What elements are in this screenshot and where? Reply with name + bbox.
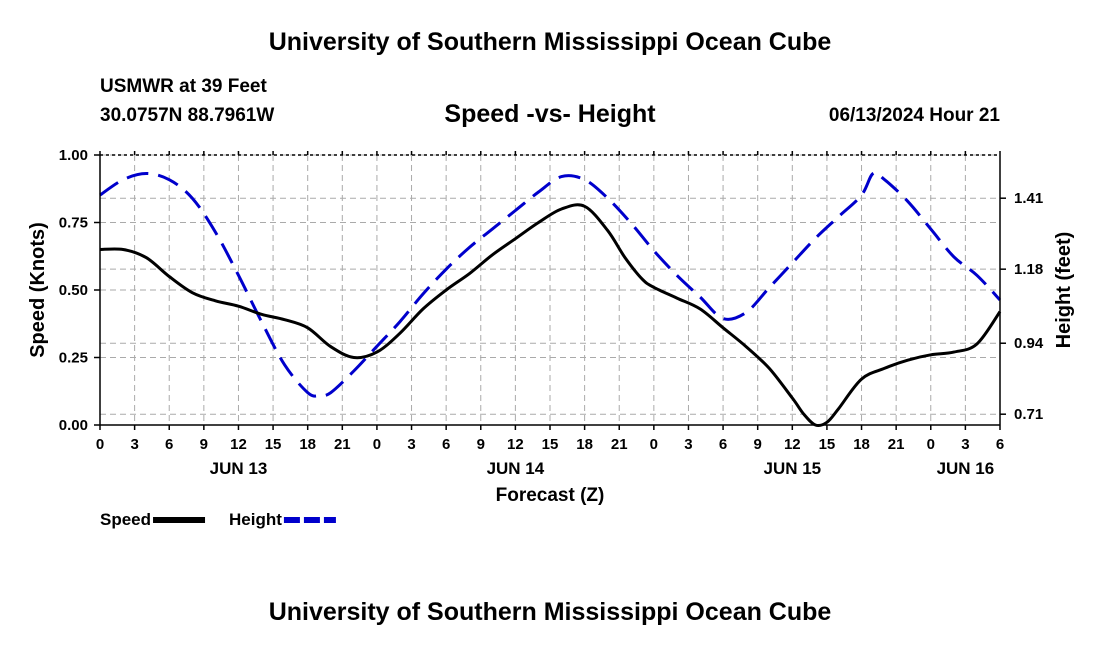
y-right-tick-label: 1.41 — [1014, 190, 1043, 207]
grid-lines — [99, 154, 1001, 426]
y-left-tick-label: 1.00 — [59, 147, 88, 164]
coordinates-label: 30.0757N 88.7961W — [100, 105, 275, 126]
x-tick-label: 6 — [442, 436, 450, 453]
x-tick-label: 3 — [130, 436, 138, 453]
x-tick-label: 9 — [754, 436, 762, 453]
y-left-tick-label: 0.75 — [59, 215, 88, 232]
x-tick-label: 6 — [996, 436, 1004, 453]
x-tick-label: 0 — [373, 436, 381, 453]
legend: Speed Height — [100, 510, 336, 529]
height-series-line — [99, 171, 1002, 398]
x-date-label: JUN 13 — [210, 459, 268, 478]
x-tick-label: 21 — [334, 436, 351, 453]
chart-title: Speed -vs- Height — [444, 100, 656, 128]
y-left-tick-label: 0.50 — [59, 282, 88, 299]
y-left-tick-label: 0.25 — [59, 350, 88, 367]
x-date-label: JUN 15 — [763, 459, 821, 478]
axes: 0 3 6 9 12 15 18 21 0 3 6 9 12 15 18 21 0 3 6 9 12 15 18 21 0 3 6J… — [27, 147, 1075, 506]
x-tick-label: 15 — [265, 436, 282, 453]
x-tick-label: 18 — [576, 436, 593, 453]
y-right-tick-label: 0.94 — [1014, 335, 1044, 352]
legend-label: Speed — [100, 510, 151, 529]
y-right-tick-label: 0.71 — [1014, 406, 1043, 423]
x-tick-label: 18 — [853, 436, 870, 453]
page-title-top: University of Southern Mississippi Ocean… — [268, 28, 832, 56]
speed-series-line — [99, 203, 1002, 428]
x-tick-label: 9 — [477, 436, 485, 453]
x-tick-label: 3 — [407, 436, 415, 453]
x-tick-label: 12 — [507, 436, 524, 453]
x-tick-label: 21 — [611, 436, 628, 453]
x-tick-label: 12 — [784, 436, 801, 453]
y-right-tick-label: 1.18 — [1014, 261, 1043, 278]
legend-label: Height — [229, 510, 282, 529]
x-tick-label: 3 — [684, 436, 692, 453]
x-tick-label: 21 — [888, 436, 905, 453]
x-tick-label: 0 — [650, 436, 658, 453]
x-axis-title: Forecast (Z) — [496, 485, 605, 506]
page-title-bottom: University of Southern Mississippi Ocean… — [268, 598, 832, 626]
station-label: USMWR at 39 Feet — [100, 76, 267, 97]
series-lines — [99, 171, 1002, 428]
x-tick-label: 18 — [299, 436, 316, 453]
x-tick-label: 6 — [165, 436, 173, 453]
x-tick-label: 12 — [230, 436, 247, 453]
x-tick-label: 6 — [719, 436, 727, 453]
x-tick-label: 0 — [96, 436, 104, 453]
y-left-axis-title: Speed (Knots) — [27, 222, 49, 358]
x-tick-label: 0 — [927, 436, 935, 453]
x-date-label: JUN 14 — [487, 459, 545, 478]
x-tick-label: 3 — [961, 436, 969, 453]
forecast-datetime: 06/13/2024 Hour 21 — [828, 105, 1000, 126]
x-tick-label: 15 — [819, 436, 836, 453]
x-date-label: JUN 16 — [937, 459, 995, 478]
y-right-axis-title: Height (feet) — [1053, 232, 1075, 349]
y-left-tick-label: 0.00 — [59, 417, 88, 434]
x-tick-label: 15 — [542, 436, 559, 453]
x-tick-label: 9 — [200, 436, 208, 453]
